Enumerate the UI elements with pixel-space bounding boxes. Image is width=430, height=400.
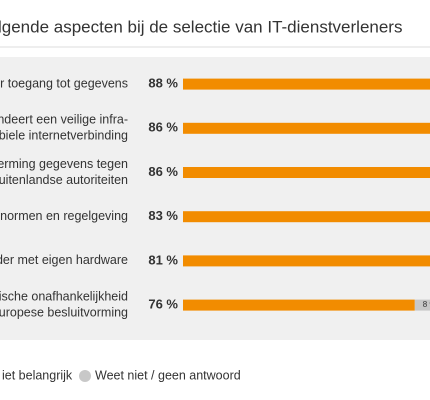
category-label: uitenlandse autoriteiten xyxy=(0,173,128,187)
legend-label: iet belangrijk xyxy=(2,368,73,382)
category-label: er toegang tot gegevens xyxy=(0,76,128,90)
category-label: gische onafhankelijkheid xyxy=(0,289,128,303)
category-label: andeert een veilige infra- xyxy=(0,113,128,127)
value-label: 81 % xyxy=(148,252,178,267)
category-label: der met eigen hardware xyxy=(0,253,128,267)
value-label: 83 % xyxy=(148,208,178,223)
bar xyxy=(183,211,430,223)
panel xyxy=(0,57,430,340)
value-label: 86 % xyxy=(148,120,178,135)
legend-label: Weet niet / geen antwoord xyxy=(95,368,241,382)
chart-title: lgende aspecten bij de selectie van IT-d… xyxy=(0,17,402,36)
value-label: 76 % xyxy=(148,297,178,312)
legend-marker xyxy=(79,370,91,382)
bar xyxy=(183,255,430,267)
bar xyxy=(414,299,430,311)
bar xyxy=(183,122,430,134)
category-label: Europese besluitvorming xyxy=(0,305,128,319)
category-label: biele internetverbinding xyxy=(0,129,128,143)
category-label: herming gegevens tegen xyxy=(0,157,128,171)
category-label: n normen en regelgeving xyxy=(0,209,128,223)
value-label: 86 % xyxy=(148,164,178,179)
value-label: 8 % xyxy=(423,300,430,309)
value-label: 88 % xyxy=(148,76,178,91)
bar xyxy=(183,167,430,178)
bar xyxy=(183,78,430,90)
bar xyxy=(183,299,415,311)
